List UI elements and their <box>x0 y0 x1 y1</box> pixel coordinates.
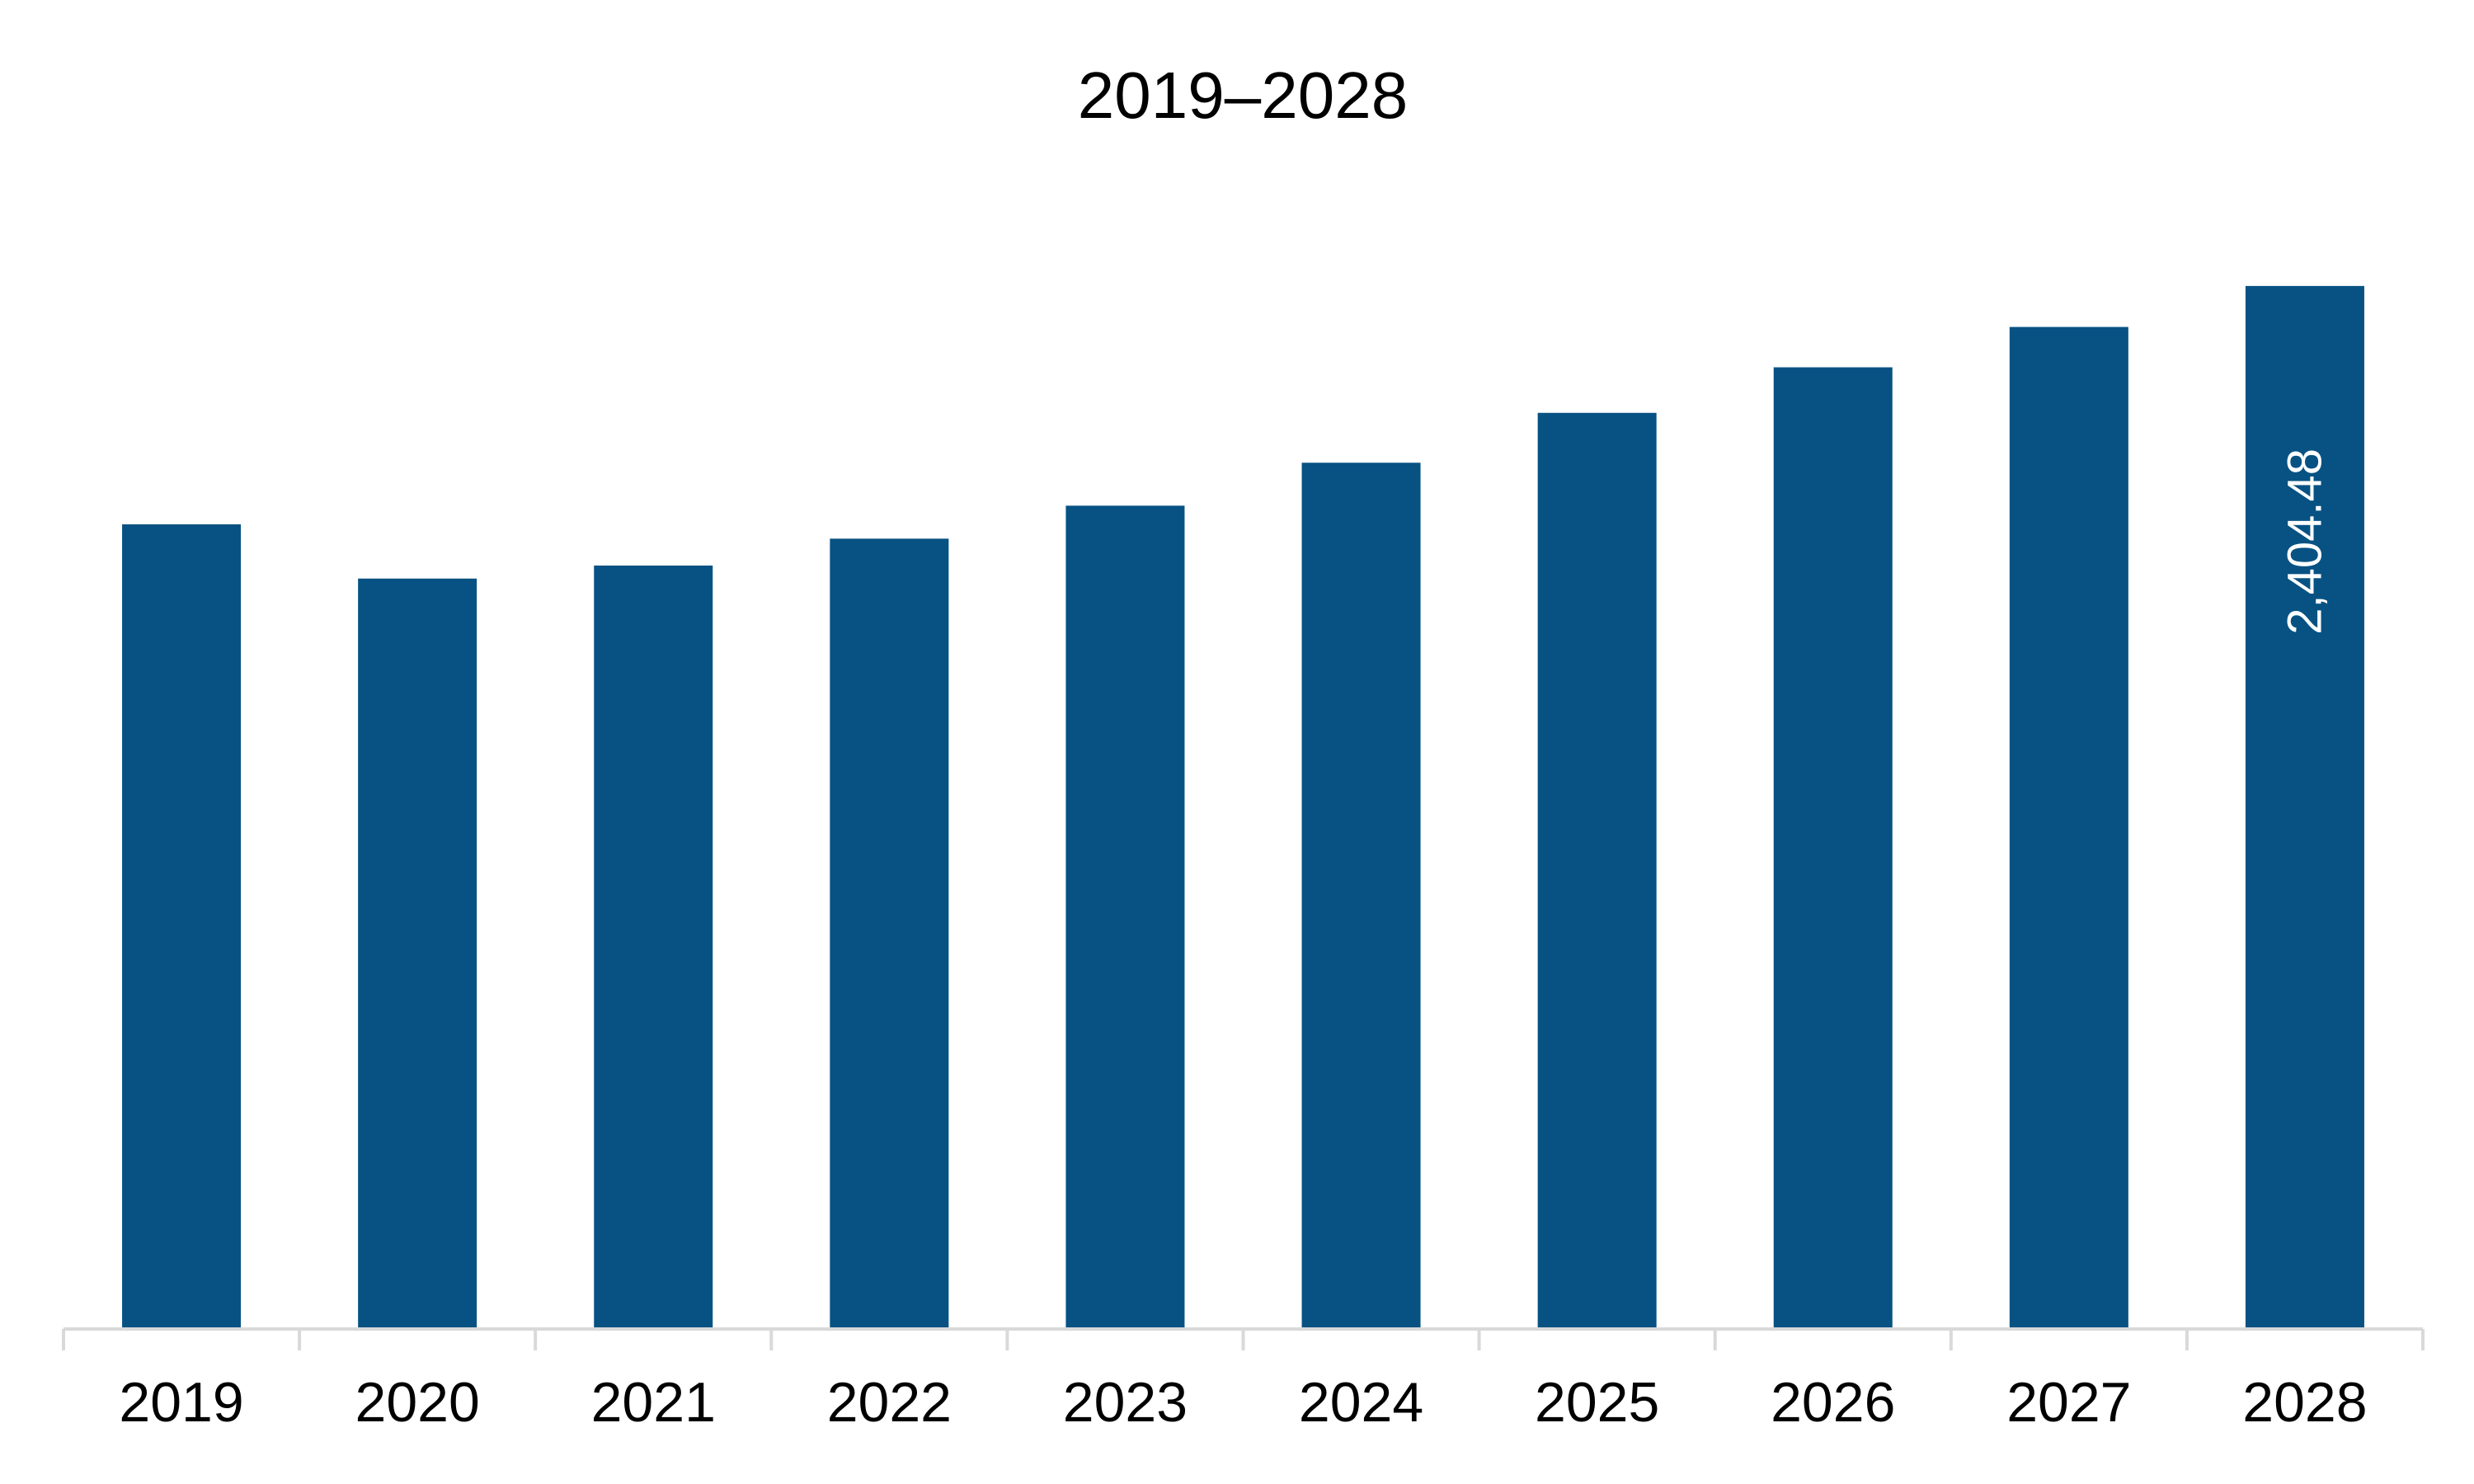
x-axis: 2019 2020 2021 2022 2023 2024 2025 2026 2027 2028 <box>62 1327 2425 1434</box>
data-label-2028: 2,404.48 <box>2278 448 2331 635</box>
x-tick-label-2021: 2021 <box>591 1371 716 1434</box>
chart-title: 2019–2028 <box>1078 59 1408 132</box>
bar-2026 <box>1773 367 1893 1329</box>
bar-2023 <box>1065 505 1185 1329</box>
x-tick-label-2024: 2024 <box>1299 1371 1423 1434</box>
bar-2024 <box>1301 463 1421 1329</box>
x-tick-label-2026: 2026 <box>1771 1371 1895 1434</box>
x-tick-label-2027: 2027 <box>2006 1371 2131 1434</box>
bars-group <box>122 285 2364 1330</box>
x-tick-label-2023: 2023 <box>1063 1371 1188 1434</box>
x-tick-label-2028: 2028 <box>2242 1371 2367 1434</box>
bar-2021 <box>594 565 713 1329</box>
bar-2027 <box>2009 326 2128 1330</box>
x-tick-label-2020: 2020 <box>355 1371 480 1434</box>
bar-2025 <box>1537 412 1657 1330</box>
bar-2022 <box>830 538 949 1329</box>
bar-2020 <box>358 578 477 1329</box>
x-tick-label-2019: 2019 <box>119 1371 243 1434</box>
x-tick-label-2025: 2025 <box>1535 1371 1659 1434</box>
data-labels-group: 2,404.48 <box>2278 448 2331 635</box>
bar-2019 <box>122 524 242 1329</box>
x-tick-label-2022: 2022 <box>827 1371 952 1434</box>
bar-2028 <box>2245 285 2364 1330</box>
